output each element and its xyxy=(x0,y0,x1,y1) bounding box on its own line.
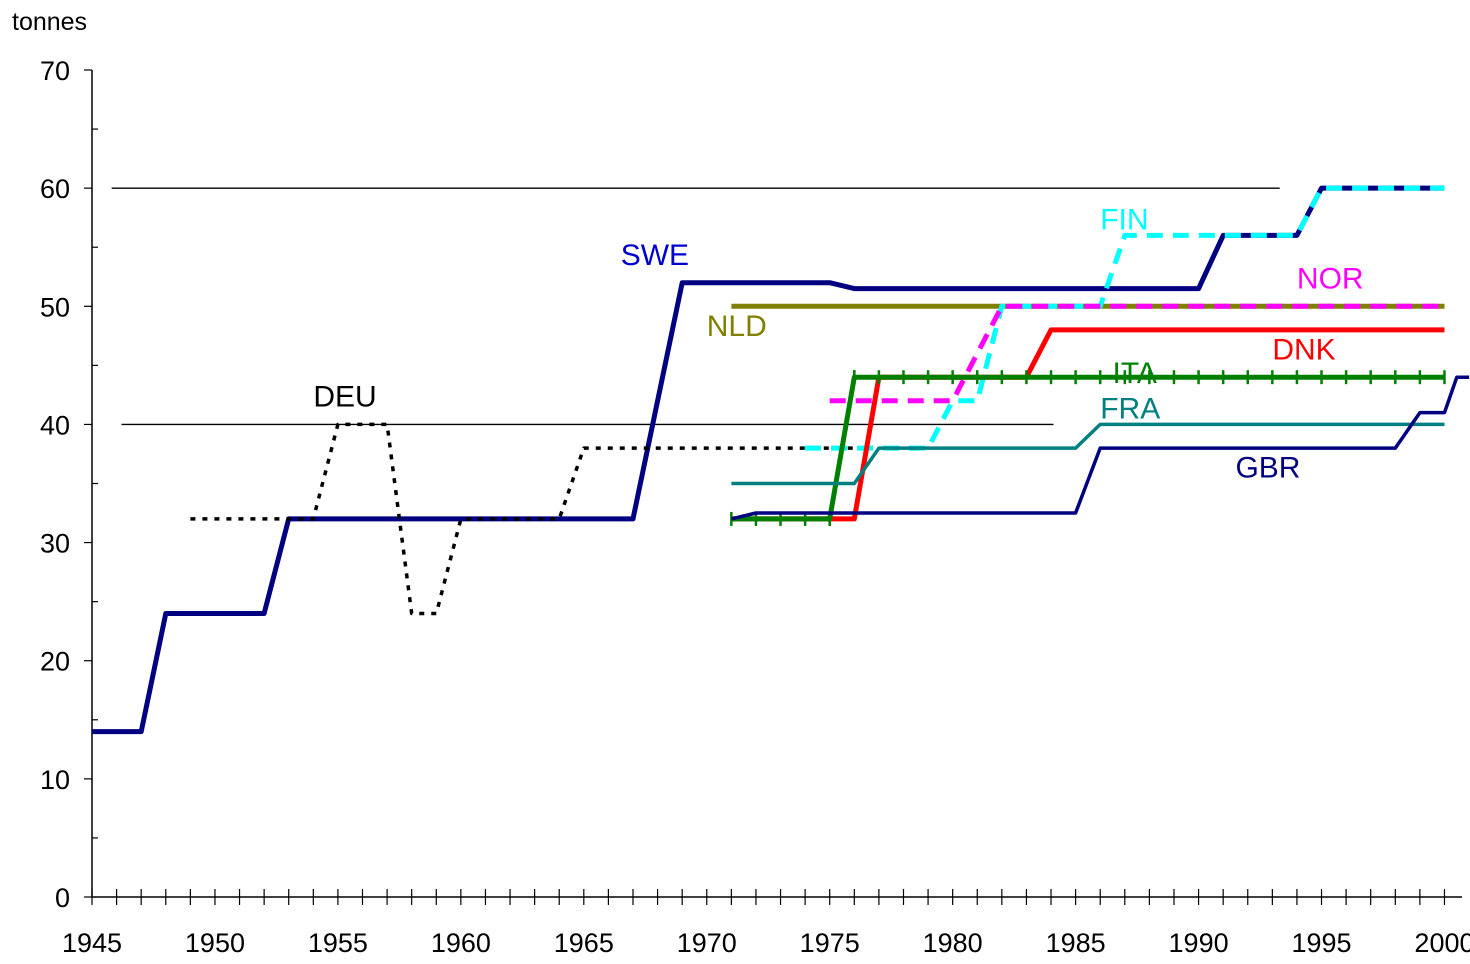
x-tick-label: 1955 xyxy=(308,928,368,958)
series-label-nor: NOR xyxy=(1297,263,1364,296)
series-label-gbr: GBR xyxy=(1235,452,1300,485)
x-tick-label: 2000 xyxy=(1414,928,1470,958)
series-lines xyxy=(92,185,1470,735)
series-nor xyxy=(829,303,1445,404)
y-tick-label: 10 xyxy=(40,765,70,795)
series-label-fra: FRA xyxy=(1100,393,1160,426)
reference-lines xyxy=(111,187,1280,426)
series-label-deu: DEU xyxy=(313,381,376,414)
series-label-fin: FIN xyxy=(1100,203,1148,236)
x-tick-label: 1985 xyxy=(1046,928,1106,958)
x-tick-label: 1990 xyxy=(1169,928,1229,958)
y-tick-label: 70 xyxy=(40,56,70,86)
y-tick-label: 60 xyxy=(40,174,70,204)
series-fra xyxy=(731,422,1445,486)
x-tick-label: 1960 xyxy=(431,928,491,958)
x-tick-label: 1975 xyxy=(800,928,860,958)
series-fin xyxy=(805,185,1445,451)
series-label-nld: NLD xyxy=(707,310,767,343)
x-tick-label: 1965 xyxy=(554,928,614,958)
series-label-ita: ITA xyxy=(1113,357,1157,390)
y-tick-label: 20 xyxy=(40,647,70,677)
x-tick-label: 1945 xyxy=(62,928,122,958)
y-tick-label: 30 xyxy=(40,529,70,559)
series-label-dnk: DNK xyxy=(1272,333,1335,366)
series-label-swe: SWE xyxy=(621,239,689,272)
x-tick-label: 1980 xyxy=(923,928,983,958)
x-tick-label: 1950 xyxy=(185,928,245,958)
y-tick-label: 40 xyxy=(40,410,70,440)
y-axis-unit-label: tonnes xyxy=(12,8,87,36)
y-tick-label: 0 xyxy=(55,883,70,913)
x-tick-label: 1995 xyxy=(1291,928,1351,958)
x-tick-label: 1970 xyxy=(677,928,737,958)
series-gbr xyxy=(730,375,1470,521)
y-tick-label: 50 xyxy=(40,292,70,322)
axes: 0 10 20 30 40 50 60 70 1945 1950 1955 1960 1965 1970 1… xyxy=(40,56,1470,958)
series-deu xyxy=(190,422,855,616)
